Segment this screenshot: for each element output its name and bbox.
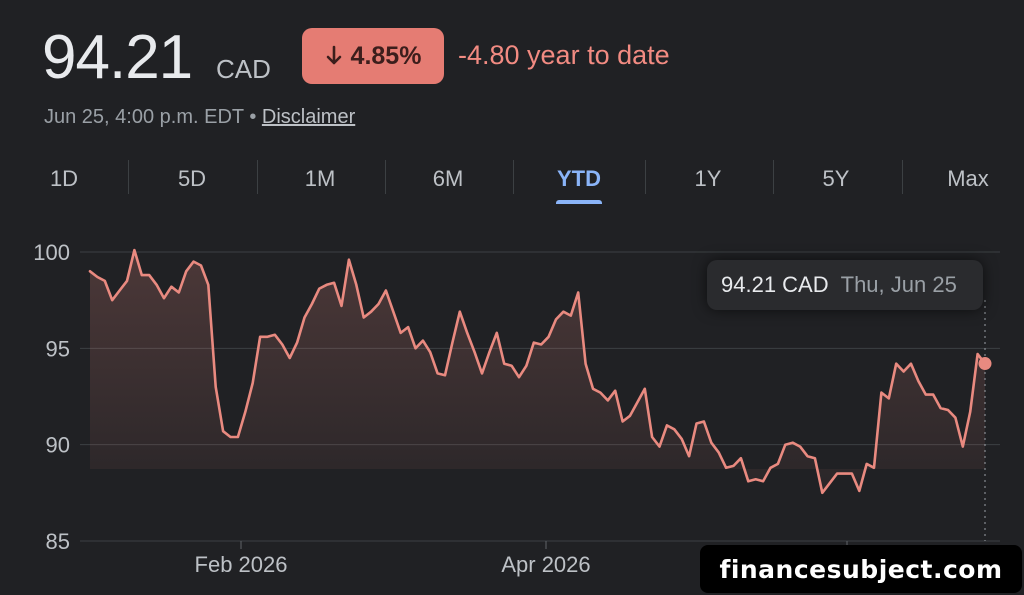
x-tick-label: Feb 2026 (195, 552, 288, 577)
tab-divider (773, 160, 774, 194)
tab-1y[interactable]: 1Y (678, 160, 738, 200)
tab-label: 5D (177, 166, 207, 191)
y-tick-label: 85 (46, 529, 70, 554)
tab-ytd[interactable]: YTD (549, 160, 609, 204)
tab-divider (902, 160, 903, 194)
arrow-down-icon (326, 45, 341, 65)
tab-divider (128, 160, 129, 194)
timestamp: Jun 25, 4:00 p.m. EDT (44, 106, 244, 128)
tab-divider (513, 160, 514, 194)
tab-max[interactable]: Max (936, 160, 1000, 200)
chart-tooltip: 94.21 CAD Thu, Jun 25 (707, 260, 983, 310)
tab-label: 6M (432, 166, 464, 191)
tab-6m[interactable]: 6M (418, 160, 478, 200)
active-tab-indicator (556, 200, 602, 204)
y-tick-label: 100 (33, 240, 70, 265)
change-percent-value: 4.85% (350, 41, 422, 70)
tab-label: 1D (49, 166, 79, 191)
tooltip-value: 94.21 CAD (721, 272, 829, 297)
y-tick-label: 95 (46, 336, 70, 361)
tab-label: 5Y (822, 166, 850, 191)
price-area-fill (90, 250, 985, 493)
tab-5y[interactable]: 5Y (806, 160, 866, 200)
tab-label: Max (947, 166, 989, 191)
price-line (88, 248, 987, 495)
separator-dot: • (249, 106, 257, 128)
tab-divider (385, 160, 386, 194)
change-percent-badge: 4.85% (302, 28, 444, 84)
tab-1d[interactable]: 1D (34, 160, 94, 200)
disclaimer-link[interactable]: Disclaimer (261, 106, 356, 128)
tab-label: 1Y (694, 166, 722, 191)
tooltip-date: Thu, Jun 25 (840, 272, 957, 297)
price-value: 94.21 (42, 23, 193, 92)
quote-meta: Jun 25, 4:00 p.m. EDT • Disclaimer (44, 106, 355, 129)
tab-label: YTD (557, 166, 601, 191)
change-ytd-text: -4.80 year to date (458, 40, 670, 70)
tab-5d[interactable]: 5D (162, 160, 222, 200)
tab-label: 1M (304, 166, 336, 191)
range-tabs: 1D 5D 1M 6M YTD 1Y 5Y Max (0, 160, 1024, 206)
currency-label: CAD (216, 54, 271, 84)
tab-divider (645, 160, 646, 194)
watermark: financesubject.com (700, 545, 1022, 593)
current-point-marker (978, 357, 992, 371)
x-tick-label: Apr 2026 (501, 552, 590, 577)
tab-divider (257, 160, 258, 194)
y-tick-label: 90 (46, 433, 70, 458)
tab-1m[interactable]: 1M (290, 160, 350, 200)
